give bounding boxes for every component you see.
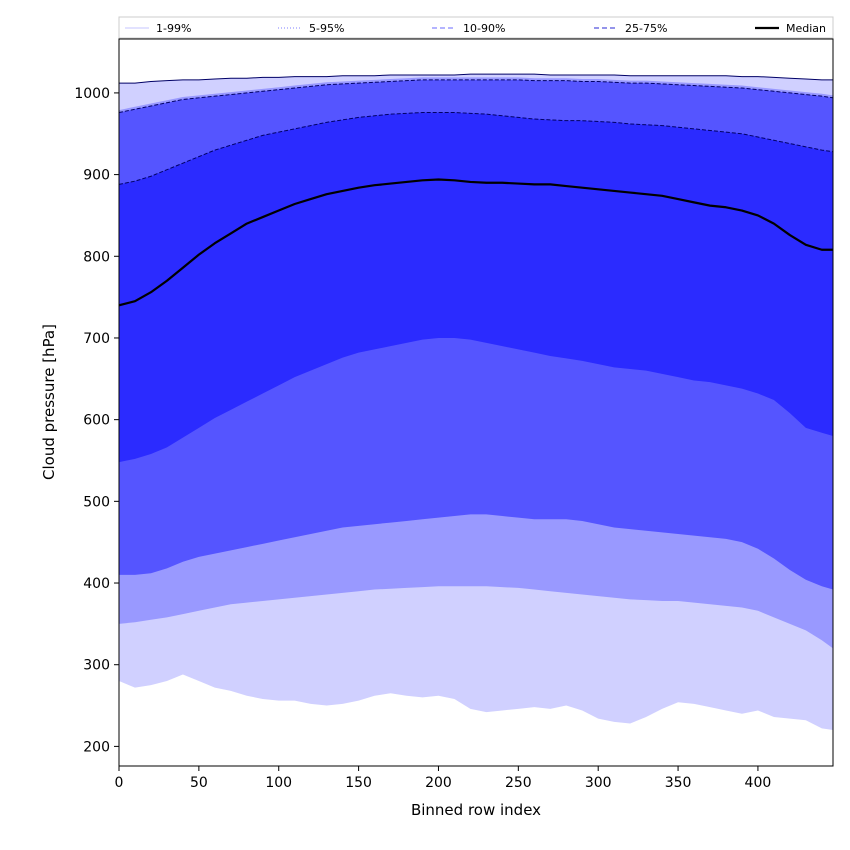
x-tick-label: 100	[265, 775, 292, 791]
legend-box	[118, 16, 834, 39]
y-axis-label: Cloud pressure [hPa]	[40, 324, 58, 480]
x-axis-label: Binned row index	[411, 801, 541, 819]
x-tick-label: 400	[745, 775, 772, 791]
band-25-75	[119, 112, 833, 463]
x-tick-label: 200	[425, 775, 452, 791]
y-tick-label: 500	[83, 494, 110, 510]
median-line	[119, 178, 833, 307]
x-tick-label: 0	[115, 775, 124, 791]
y-tick-label: 1000	[74, 86, 110, 102]
x-tick-label: 50	[190, 775, 208, 791]
legend-label: 5-95%	[309, 22, 344, 35]
x-tick-label: 150	[345, 775, 372, 791]
x-tick-label: 350	[665, 775, 692, 791]
line-25-75-upper	[119, 112, 833, 185]
x-tick-label: 250	[505, 775, 532, 791]
legend-label: 1-99%	[156, 22, 191, 35]
y-tick-label: 800	[83, 249, 110, 265]
y-tick-label: 400	[83, 576, 110, 592]
y-tick-label: 900	[83, 168, 110, 184]
y-tick-label: 300	[83, 658, 110, 674]
plot-area	[119, 73, 833, 731]
y-tick-label: 700	[83, 331, 110, 347]
legend: 1-99% 5-95% 10-90% 25-75% Median	[118, 16, 834, 39]
legend-label: 25-75%	[625, 22, 667, 35]
plot-frame	[118, 38, 834, 767]
axis-ticks: 0 50 100 150 200 250 300 350 400 200 300 400 500 600 7…	[74, 86, 771, 791]
line-10-90-upper	[119, 79, 833, 114]
y-tick-label: 600	[83, 413, 110, 429]
legend-label: Median	[786, 22, 826, 35]
legend-items: 1-99% 5-95% 10-90% 25-75% Median	[125, 22, 826, 35]
x-tick-label: 300	[585, 775, 612, 791]
y-tick-label: 200	[83, 739, 110, 755]
legend-label: 10-90%	[463, 22, 505, 35]
line-1-99-upper	[119, 73, 833, 84]
